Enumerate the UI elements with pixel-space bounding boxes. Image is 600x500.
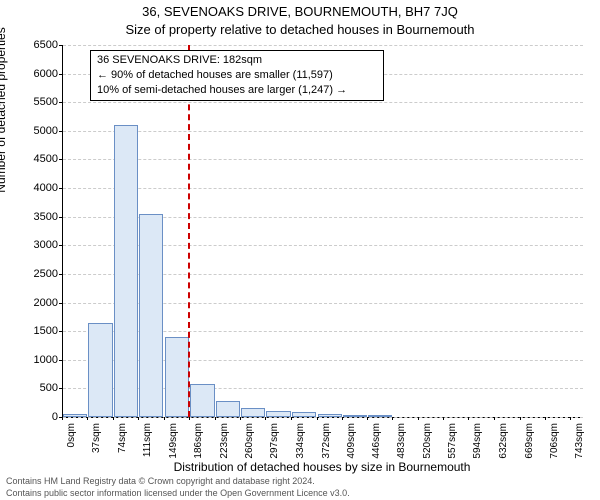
ytick-mark [59,217,62,218]
ytick-mark [59,245,62,246]
xtick-label: 669sqm [524,423,535,473]
xtick-label: 297sqm [269,423,280,473]
ytick-label: 500 [18,382,58,394]
histogram-bar [139,214,163,417]
xtick-mark [494,417,495,420]
annotation-line: ← 90% of detached houses are smaller (11… [97,68,377,83]
ytick-label: 4500 [18,153,58,165]
histogram-bar [63,414,87,417]
ytick-label: 1000 [18,354,58,366]
ytick-label: 0 [18,411,58,423]
xtick-mark [392,417,393,420]
ytick-mark [59,102,62,103]
xtick-mark [443,417,444,420]
gridline [63,45,583,46]
chart-title-line2: Size of property relative to detached ho… [0,22,600,37]
histogram-bar [190,384,214,417]
histogram-bar [266,411,290,417]
xtick-mark [164,417,165,420]
xtick-label: 594sqm [472,423,483,473]
ytick-mark [59,331,62,332]
ytick-mark [59,131,62,132]
xtick-label: 483sqm [396,423,407,473]
xtick-mark [317,417,318,420]
gridline [63,159,583,160]
xtick-label: 260sqm [244,423,255,473]
xtick-label: 446sqm [371,423,382,473]
gridline [63,188,583,189]
ytick-label: 5000 [18,125,58,137]
xtick-mark [189,417,190,420]
xtick-label: 74sqm [117,423,128,473]
annotation-box: 36 SEVENOAKS DRIVE: 182sqm← 90% of detac… [90,50,384,101]
histogram-bar [318,414,342,417]
ytick-label: 3000 [18,239,58,251]
footer-attribution-1: Contains HM Land Registry data © Crown c… [6,476,315,486]
annotation-line: 10% of semi-detached houses are larger (… [97,83,377,98]
ytick-label: 1500 [18,325,58,337]
xtick-mark [113,417,114,420]
xtick-mark [87,417,88,420]
reference-line [188,45,190,417]
histogram-bar [241,408,265,417]
xtick-label: 372sqm [321,423,332,473]
ytick-mark [59,360,62,361]
xtick-mark [570,417,571,420]
xtick-label: 223sqm [219,423,230,473]
chart-title-line1: 36, SEVENOAKS DRIVE, BOURNEMOUTH, BH7 7J… [0,4,600,19]
xtick-label: 0sqm [66,423,77,473]
xtick-mark [418,417,419,420]
xtick-mark [291,417,292,420]
ytick-mark [59,303,62,304]
xtick-label: 111sqm [142,423,153,473]
ytick-label: 6500 [18,39,58,51]
xtick-label: 149sqm [168,423,179,473]
ytick-label: 4000 [18,182,58,194]
xtick-mark [240,417,241,420]
gridline [63,102,583,103]
ytick-mark [59,188,62,189]
histogram-bar [114,125,138,417]
gridline [63,417,583,418]
histogram-bar [165,337,189,417]
ytick-mark [59,74,62,75]
xtick-mark [545,417,546,420]
ytick-mark [59,388,62,389]
ytick-mark [59,159,62,160]
xtick-label: 632sqm [498,423,509,473]
y-axis-label: Number of detached properties [0,0,8,230]
ytick-label: 6000 [18,68,58,80]
xtick-mark [138,417,139,420]
histogram-bar [368,415,392,417]
xtick-mark [215,417,216,420]
xtick-mark [468,417,469,420]
ytick-label: 2500 [18,268,58,280]
xtick-label: 743sqm [574,423,585,473]
xtick-label: 706sqm [549,423,560,473]
footer-attribution-2: Contains public sector information licen… [6,488,350,498]
histogram-bar [292,412,316,417]
xtick-mark [367,417,368,420]
histogram-plot-area [62,45,583,418]
xtick-mark [342,417,343,420]
ytick-label: 2000 [18,297,58,309]
xtick-label: 37sqm [91,423,102,473]
histogram-bar [88,323,112,417]
ytick-label: 5500 [18,96,58,108]
xtick-mark [520,417,521,420]
xtick-label: 186sqm [193,423,204,473]
xtick-label: 334sqm [295,423,306,473]
histogram-bar [343,415,367,417]
xtick-mark [62,417,63,420]
ytick-mark [59,274,62,275]
xtick-label: 557sqm [447,423,458,473]
annotation-line: 36 SEVENOAKS DRIVE: 182sqm [97,53,377,68]
ytick-label: 3500 [18,211,58,223]
xtick-mark [265,417,266,420]
ytick-mark [59,45,62,46]
gridline [63,131,583,132]
xtick-label: 520sqm [422,423,433,473]
histogram-bar [216,401,240,417]
xtick-label: 409sqm [346,423,357,473]
